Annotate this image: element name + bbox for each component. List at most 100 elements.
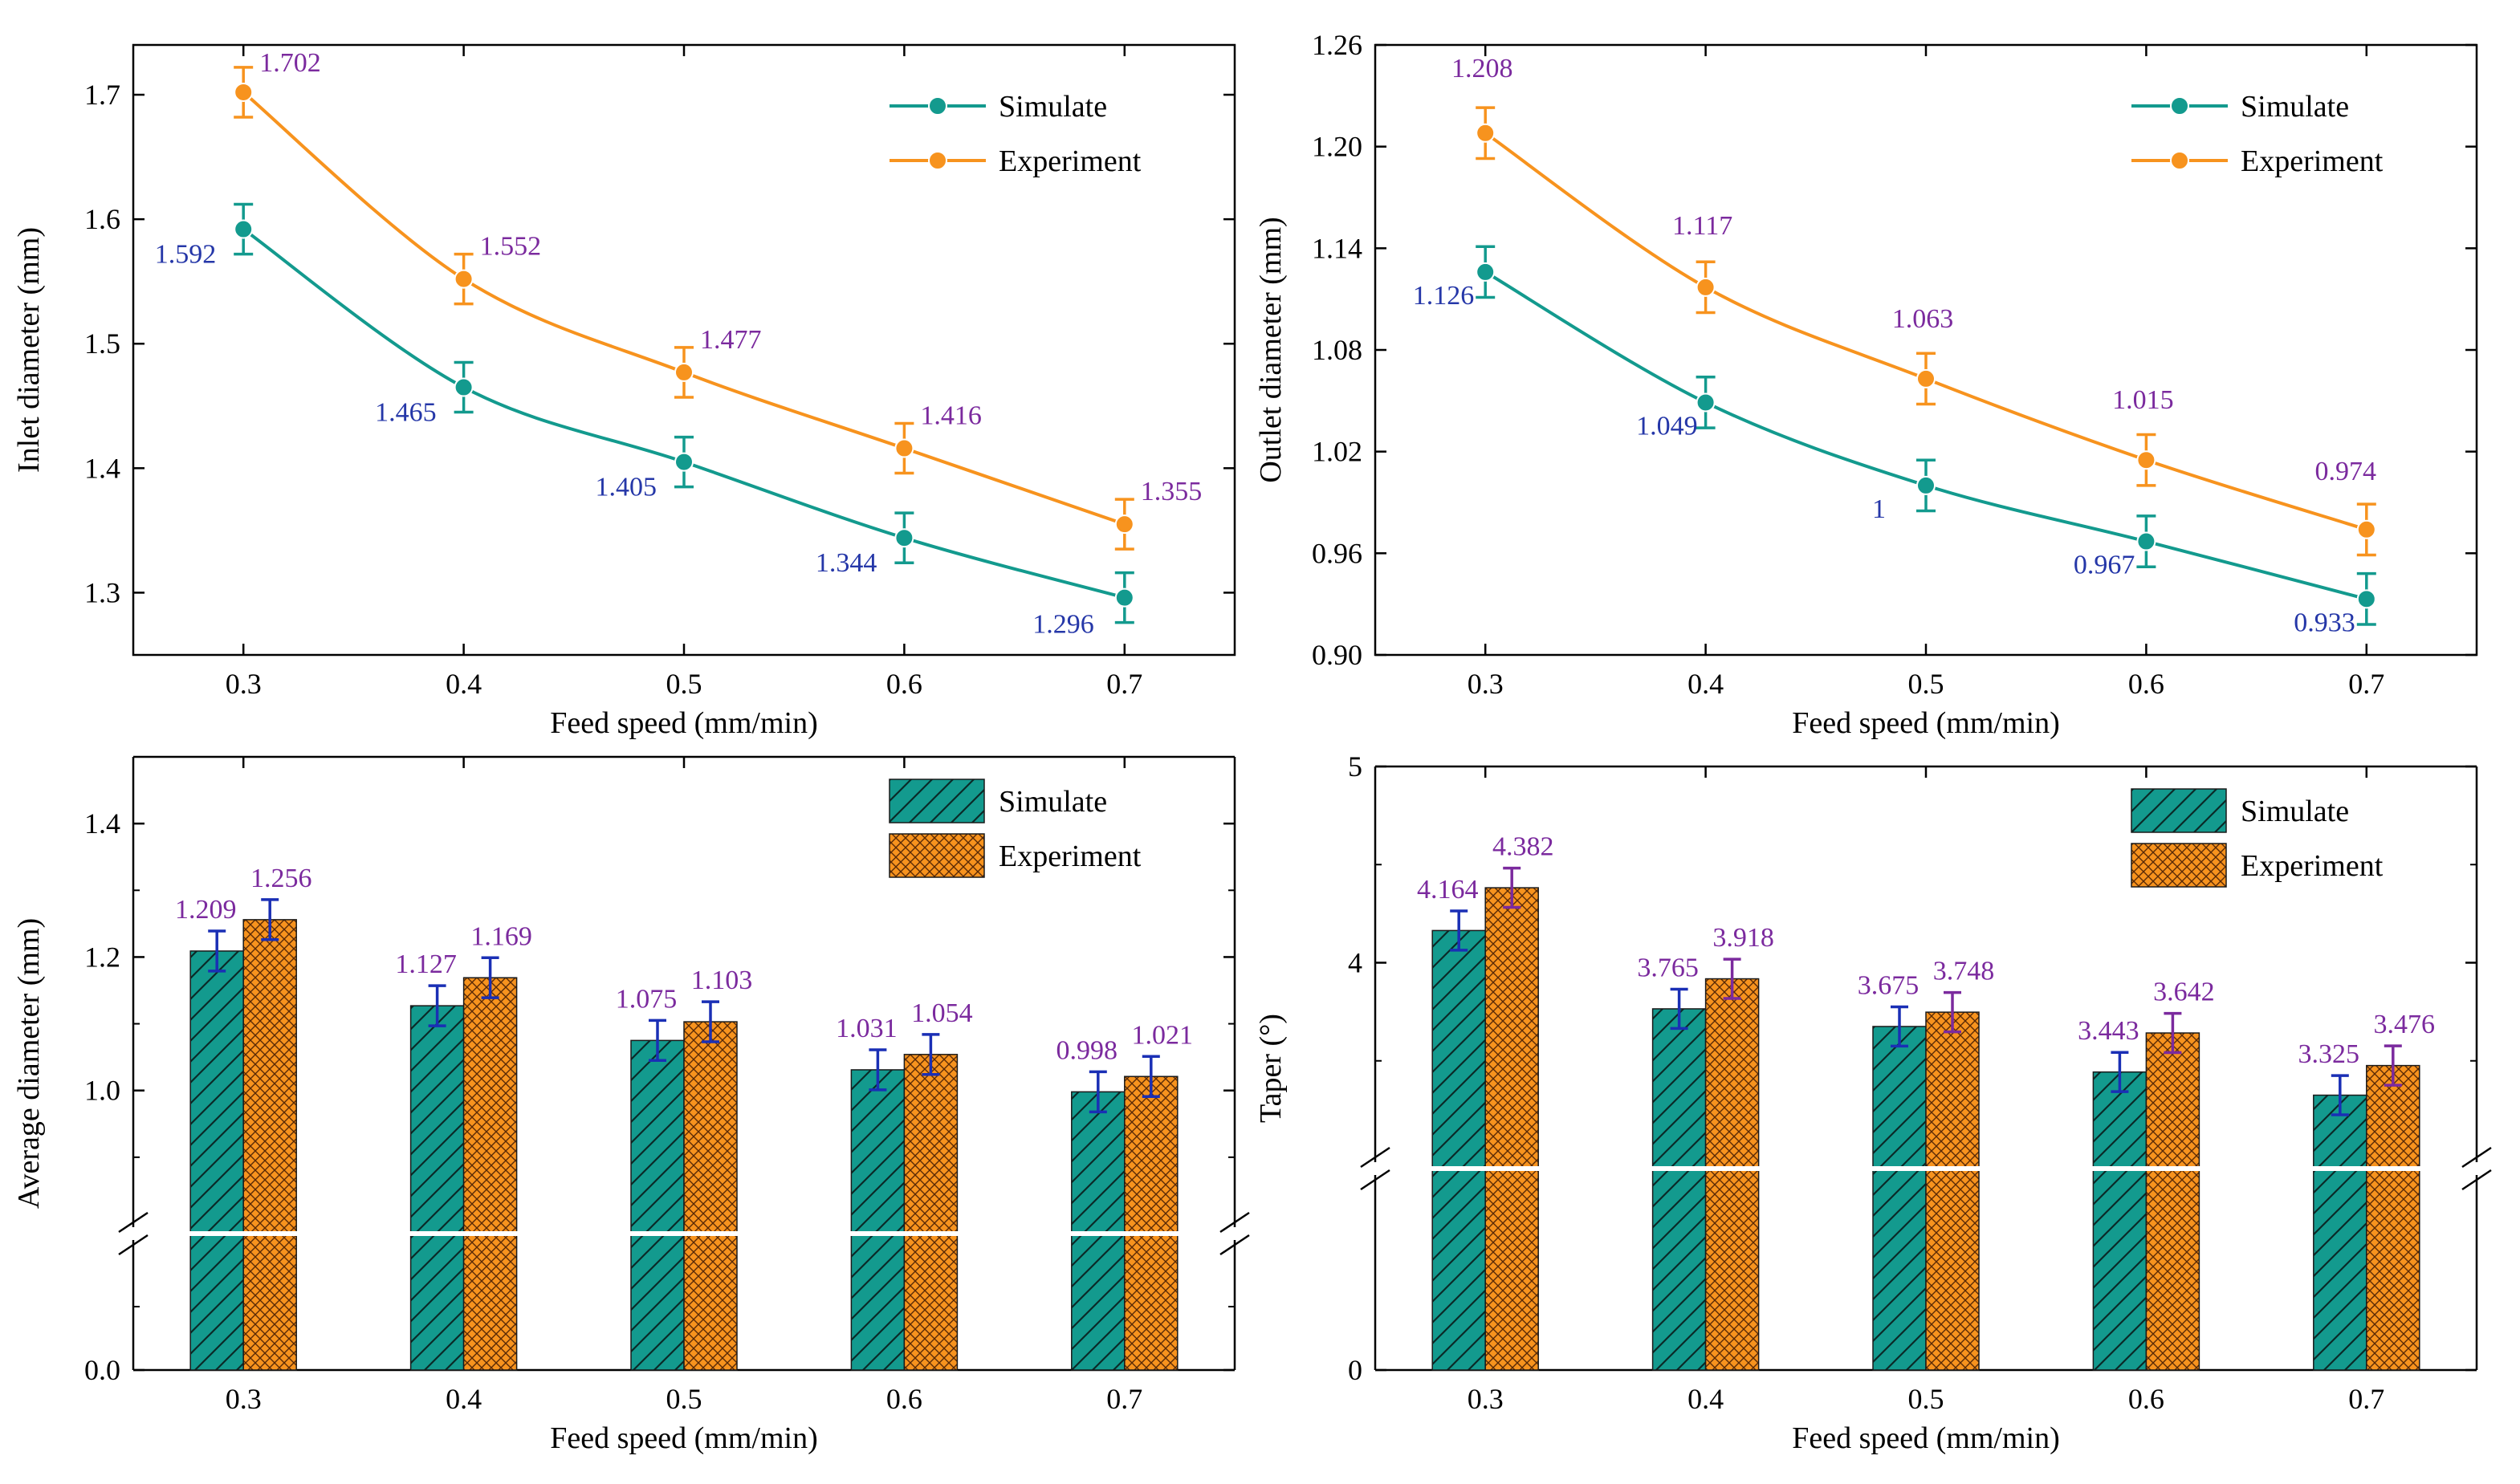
inlet-data-point-experiment <box>674 362 694 382</box>
taper-bar-experiment <box>1704 978 1760 1371</box>
inlet-legend-marker <box>928 151 947 170</box>
average-y-tick-label: 1.4 <box>84 807 120 840</box>
outlet-data-label-experiment: 1.015 <box>2112 385 2174 415</box>
taper-axis-break-mask <box>1358 1162 1393 1175</box>
taper-legend-label-experiment: Experiment <box>2241 849 2384 883</box>
inlet-data-label-simulate: 1.405 <box>596 473 657 502</box>
inlet-y-tick-label: 1.6 <box>84 203 120 235</box>
outlet-data-point-experiment <box>1696 277 1716 297</box>
outlet-x-tick-label: 0.5 <box>1908 668 1944 700</box>
inlet-data-label-experiment: 1.355 <box>1141 477 1203 506</box>
inlet-data-label-simulate: 1.592 <box>155 240 217 270</box>
average-x-tick-label: 0.3 <box>226 1383 262 1415</box>
average-bar-experiment <box>903 1054 959 1371</box>
outlet-y-tick-label: 1.20 <box>1312 131 1362 163</box>
inlet-data-label-simulate: 1.344 <box>816 548 877 578</box>
average-bar-experiment <box>683 1021 738 1371</box>
inlet-data-point-experiment <box>894 438 914 458</box>
taper-data-label-experiment: 4.382 <box>1492 832 1554 862</box>
outlet-y-axis-label: Outlet diameter (mm) <box>1254 217 1288 482</box>
inlet-x-tick-label: 0.5 <box>666 668 702 700</box>
average-data-label-experiment: 1.103 <box>691 966 753 995</box>
inlet-y-tick-label: 1.5 <box>84 327 120 360</box>
outlet-data-label-experiment: 1.063 <box>1892 304 1954 334</box>
inlet-data-label-experiment: 1.552 <box>480 232 542 262</box>
taper-data-label-simulate: 3.325 <box>2298 1039 2360 1069</box>
inlet-data-point-simulate <box>454 377 474 397</box>
inlet-x-tick-label: 0.7 <box>1106 668 1142 700</box>
taper-data-label-experiment: 3.476 <box>2374 1010 2436 1039</box>
average-axis-break-gap <box>136 1231 1232 1236</box>
average-axis-break-slash <box>1219 1234 1250 1256</box>
taper-data-label-experiment: 3.918 <box>1712 923 1774 953</box>
average-bar-experiment <box>462 977 518 1371</box>
outlet-y-tick-label: 1.14 <box>1312 232 1362 264</box>
inlet-data-point-experiment <box>234 82 254 102</box>
taper-y-tick-label: 5 <box>1348 750 1362 783</box>
inlet-y-tick-label: 1.4 <box>84 452 120 484</box>
inlet-data-point-experiment <box>454 269 474 289</box>
outlet-data-label-experiment: 1.208 <box>1451 54 1513 83</box>
outlet-x-tick-label: 0.3 <box>1468 668 1504 700</box>
taper-axis-break-slash <box>2461 1146 2492 1169</box>
taper-data-label-simulate: 3.443 <box>2078 1016 2139 1046</box>
outlet-data-point-experiment <box>1916 368 1936 388</box>
taper-bar-simulate <box>2313 1094 2367 1371</box>
taper-x-axis-label: Feed speed (mm/min) <box>1792 1421 2059 1455</box>
inlet-data-label-simulate: 1.296 <box>1032 610 1094 640</box>
outlet-x-axis-label: Feed speed (mm/min) <box>1792 706 2059 740</box>
taper-y-tick-label: 0 <box>1348 1354 1362 1386</box>
inlet-x-tick-label: 0.4 <box>446 668 482 700</box>
taper-axis-break-slash <box>1360 1146 1390 1169</box>
outlet-legend-marker <box>2170 96 2189 116</box>
taper-x-tick-label: 0.7 <box>2348 1383 2384 1415</box>
taper-bar-experiment <box>1925 1011 1980 1371</box>
taper-legend-swatch <box>2131 843 2227 888</box>
outlet-data-point-simulate <box>2356 589 2376 609</box>
taper-x-tick-label: 0.3 <box>1468 1383 1504 1415</box>
inlet-data-point-simulate <box>674 452 694 472</box>
inlet-data-label-experiment: 1.477 <box>700 325 762 355</box>
outlet-data-label-simulate: 0.933 <box>2294 608 2355 637</box>
average-y-axis-label: Average diameter (mm) <box>12 918 46 1209</box>
taper-data-label-simulate: 3.765 <box>1637 953 1699 983</box>
outlet-legend-label-experiment: Experiment <box>2241 144 2384 178</box>
average-data-label-experiment: 1.169 <box>470 921 532 951</box>
outlet-data-point-simulate <box>2136 531 2156 551</box>
taper-data-label-simulate: 4.164 <box>1417 875 1479 905</box>
average-x-tick-label: 0.4 <box>446 1383 482 1415</box>
taper-y-axis-label: Taper (°) <box>1254 1014 1288 1123</box>
outlet-y-tick-label: 1.02 <box>1312 436 1362 468</box>
outlet-x-tick-label: 0.6 <box>2128 668 2164 700</box>
inlet-y-axis-label: Inlet diameter (mm) <box>12 227 46 473</box>
average-axis-break-mask <box>1217 1227 1252 1240</box>
outlet-data-point-experiment <box>1476 123 1496 143</box>
outlet-data-point-simulate <box>1916 475 1936 495</box>
taper-data-label-simulate: 3.675 <box>1858 971 1920 1001</box>
inlet-y-tick-label: 1.3 <box>84 576 120 608</box>
taper-axis-break-gap <box>1378 1166 2474 1171</box>
taper-axis-break-slash <box>2461 1169 2492 1191</box>
inlet-data-point-experiment <box>1114 514 1134 535</box>
taper-bar-experiment <box>2145 1032 2200 1371</box>
inlet-data-label-experiment: 1.702 <box>259 48 321 78</box>
average-bar-experiment <box>242 919 297 1371</box>
inlet-data-label-experiment: 1.416 <box>920 401 982 431</box>
inlet-x-tick-label: 0.6 <box>886 668 922 700</box>
outlet-data-point-experiment <box>2136 450 2156 470</box>
average-bar-simulate <box>630 1039 685 1371</box>
inlet-data-point-simulate <box>1114 588 1134 608</box>
inlet-data-point-simulate <box>894 528 914 548</box>
average-data-label-simulate: 0.998 <box>1056 1035 1118 1065</box>
outlet-data-label-simulate: 1 <box>1872 494 1886 524</box>
inlet-data-label-simulate: 1.465 <box>375 398 437 428</box>
taper-bar-simulate <box>1431 929 1486 1371</box>
average-axis-break-mask <box>116 1227 151 1240</box>
outlet-data-label-simulate: 1.126 <box>1413 281 1475 311</box>
taper-x-tick-label: 0.4 <box>1687 1383 1724 1415</box>
plot-layer: 0.3 0.4 0.5 0.6 0.7 Feed speed (mm/min) Inlet … <box>12 29 2494 1455</box>
taper-bar-experiment <box>1484 887 1539 1371</box>
average-y-tick-label: 0.0 <box>84 1354 120 1386</box>
inlet-legend-label-experiment: Experiment <box>999 144 1142 178</box>
